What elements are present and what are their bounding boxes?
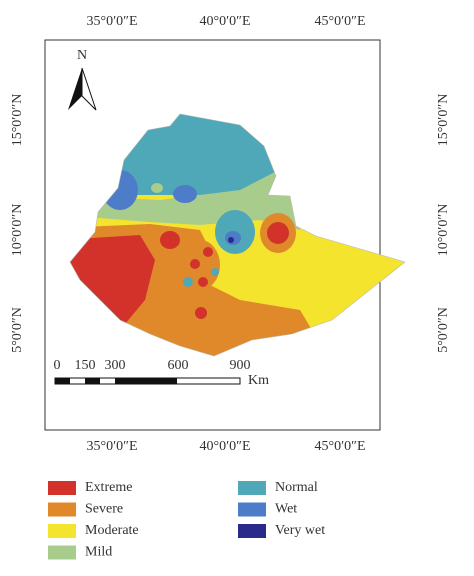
legend-label: Wet xyxy=(275,502,297,517)
longitude-label: 45°0′0″E xyxy=(314,439,365,454)
country-outline xyxy=(69,113,406,357)
map-frame xyxy=(44,39,381,431)
legend-swatch xyxy=(238,502,266,517)
legend-label: Severe xyxy=(85,502,123,517)
legend-label: Normal xyxy=(275,480,318,495)
longitude-label: 40°0′0″E xyxy=(199,439,250,454)
longitude-label: 35°0′0″E xyxy=(86,14,137,29)
latitude-label: 10°0′0″N xyxy=(10,204,25,257)
scale-bar xyxy=(54,377,241,385)
scale-label: 300 xyxy=(105,358,126,373)
legend-label: Extreme xyxy=(85,480,132,495)
latitude-label: 15°0′0″N xyxy=(436,94,451,147)
scale-label: 150 xyxy=(75,358,96,373)
legend-swatch xyxy=(48,524,76,538)
legend-swatch xyxy=(48,502,76,517)
latitude-label: 5°0′0″N xyxy=(10,307,25,353)
legend-swatch xyxy=(238,481,266,495)
legend-swatch xyxy=(48,481,76,495)
longitude-label: 35°0′0″E xyxy=(86,439,137,454)
scale-label: 0 xyxy=(54,358,61,373)
scale-unit: Km xyxy=(248,373,269,388)
north-arrow: N xyxy=(68,48,97,111)
latitude-label: 5°0′0″N xyxy=(436,307,451,353)
legend-swatch xyxy=(238,524,266,538)
latitude-label: 10°0′0″N xyxy=(436,204,451,257)
scale-label: 600 xyxy=(168,358,189,373)
longitude-label: 45°0′0″E xyxy=(314,14,365,29)
legend-label: Very wet xyxy=(275,523,325,538)
legend-label: Moderate xyxy=(85,523,139,538)
north-label: N xyxy=(77,48,87,63)
longitude-label: 40°0′0″E xyxy=(199,14,250,29)
legend-swatch xyxy=(48,545,76,560)
scale-label: 900 xyxy=(230,358,251,373)
drought-map xyxy=(70,114,405,356)
latitude-label: 15°0′0″N xyxy=(10,94,25,147)
legend-label: Mild xyxy=(85,545,112,560)
